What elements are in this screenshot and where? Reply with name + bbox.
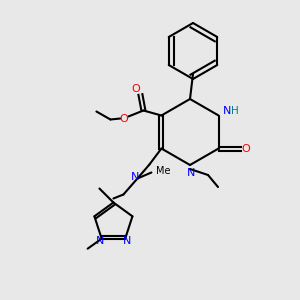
Text: O: O xyxy=(119,113,128,124)
Text: N: N xyxy=(95,236,104,246)
Text: Me: Me xyxy=(156,166,171,176)
Text: O: O xyxy=(241,143,250,154)
Text: N: N xyxy=(222,106,231,116)
Text: H: H xyxy=(231,106,239,116)
Text: N: N xyxy=(123,236,131,246)
Text: N: N xyxy=(131,172,140,182)
Text: N: N xyxy=(187,168,195,178)
Text: O: O xyxy=(131,85,140,94)
